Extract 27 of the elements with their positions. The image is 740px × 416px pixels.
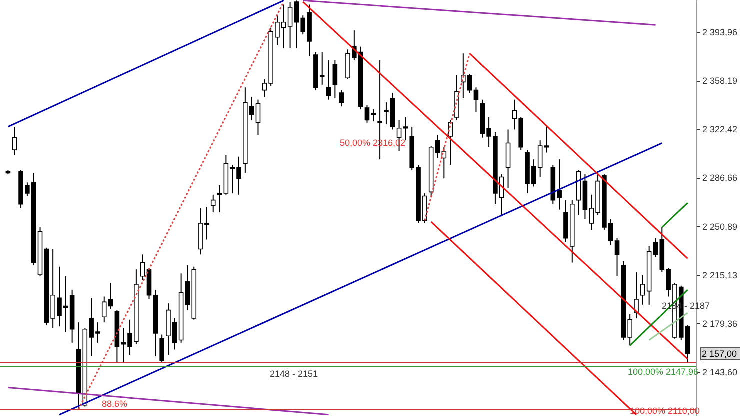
y-tick-label: 2 322,42 (702, 124, 738, 135)
y-tick-label: 2 286,66 (702, 173, 738, 184)
y-tick-label: 2 179,36 (702, 318, 738, 329)
candlestick (140, 254, 146, 281)
candlestick (160, 334, 164, 364)
annotation: 100,00% 2147,96 (628, 367, 699, 377)
candlestick (634, 272, 639, 319)
candlestick (474, 87, 479, 113)
y-tick-label: 2 358,19 (702, 76, 738, 86)
candlestick (403, 116, 408, 142)
candlestick (448, 120, 453, 166)
candlestick (435, 134, 440, 159)
candlestick (12, 126, 18, 156)
candlestick (210, 194, 216, 214)
y-tick-label: 2 250,89 (702, 222, 738, 232)
candlestick (332, 60, 338, 99)
candlestick (256, 99, 261, 136)
annotation: 2148 - 2151 (270, 369, 318, 379)
candlestick (326, 60, 332, 100)
candlestick (544, 125, 550, 154)
annotation: 88.6% (102, 399, 128, 409)
candlestick (217, 184, 222, 214)
y-tick-label: 2 215,13 (702, 270, 738, 280)
candlestick (339, 90, 344, 108)
text: 2 157,00 (702, 349, 738, 359)
y-tick-label: 2 393,96 (702, 27, 738, 38)
y-tick-label: 2 143,60 (702, 367, 738, 378)
